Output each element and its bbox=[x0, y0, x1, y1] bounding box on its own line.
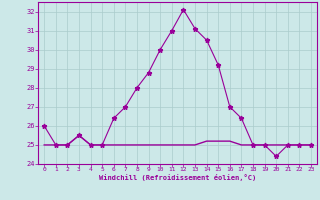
X-axis label: Windchill (Refroidissement éolien,°C): Windchill (Refroidissement éolien,°C) bbox=[99, 174, 256, 181]
